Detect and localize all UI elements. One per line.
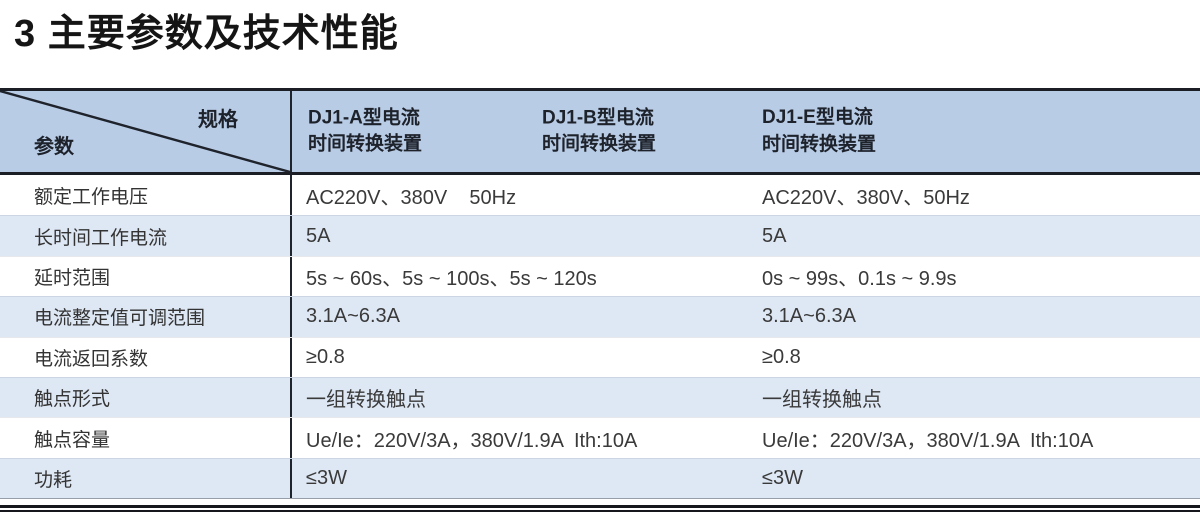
- param-name-cell: 功耗: [34, 469, 73, 491]
- value-cell-model-e: Ue/Ie：220V/3A，380V/1.9A Ith:10A: [762, 429, 1094, 452]
- param-name-cell: 电流整定值可调范围: [34, 308, 206, 330]
- value-cell-model-e: ≥0.8: [762, 345, 801, 368]
- table-row: 电流返回系数 ≥0.8 ≥0.8: [0, 336, 1200, 377]
- table-row: 电流整定值可调范围 3.1A~6.3A 3.1A~6.3A: [0, 296, 1200, 337]
- table-row: 功耗 ≤3W ≤3W: [0, 457, 1200, 499]
- page-title: 3 主要参数及技术性能: [14, 13, 399, 55]
- value-cell-model-e: 5A: [762, 224, 787, 247]
- table-row: 触点容量 Ue/Ie：220V/3A，380V/1.9A Ith:10A Ue/…: [0, 417, 1200, 458]
- header-cell-model-a-b: DJ1-A型电流 时间转换装置 DJ1-B型电流 时间转换装置: [290, 91, 760, 172]
- value-cell-model-e: AC220V、380V、50Hz: [762, 186, 970, 209]
- value-cell-model-a-b: 3.1A~6.3A: [290, 297, 760, 337]
- bottom-rule-thick: [0, 505, 1200, 509]
- value-cell-model-a-b: 5s ~ 60s、5s ~ 100s、5s ~ 120s: [290, 256, 760, 297]
- value-cell-model-a-b: AC220V、380V 50Hz: [290, 175, 760, 216]
- param-name-cell: 长时间工作电流: [34, 227, 168, 249]
- value-cell-model-a-b: Ue/Ie：220V/3A，380V/1.9A Ith:10A: [290, 418, 760, 458]
- table-row: 延时范围 5s ~ 60s、5s ~ 100s、5s ~ 120s 0s ~ 9…: [0, 255, 1200, 297]
- value-cell-model-a-b: ≥0.8: [290, 337, 760, 377]
- diagonal-divider-line: [0, 91, 290, 172]
- value-cell-model-e: ≤3W: [762, 466, 803, 489]
- value-cell-model-a-b: ≤3W: [290, 458, 760, 499]
- table-row: 额定工作电压 AC220V、380V 50Hz AC220V、380V、50Hz: [0, 175, 1200, 216]
- header-cell-model-e: DJ1-E型电流 时间转换装置: [760, 91, 1200, 172]
- column-header-dj1-a: DJ1-A型电流 时间转换装置: [308, 106, 423, 155]
- corner-label-spec: 规格: [198, 109, 238, 131]
- parameters-table: 规格 参数 DJ1-A型电流 时间转换装置 DJ1-B型电流 时间转换装置 DJ1-…: [0, 88, 1200, 513]
- bottom-rule-thin: [0, 510, 1200, 513]
- table-row: 长时间工作电流 5A 5A: [0, 215, 1200, 256]
- table-body: 额定工作电压 AC220V、380V 50Hz AC220V、380V、50Hz…: [0, 175, 1200, 499]
- column-header-dj1-e: DJ1-E型电流 时间转换装置: [762, 106, 877, 155]
- table-bottom-thin-rule: [0, 498, 1200, 500]
- table-row: 触点形式 一组转换触点 一组转换触点: [0, 376, 1200, 418]
- value-cell-model-e: 3.1A~6.3A: [762, 305, 856, 328]
- value-cell-model-a-b: 5A: [290, 216, 760, 256]
- value-cell-model-e: 0s ~ 99s、0.1s ~ 9.9s: [762, 267, 957, 290]
- corner-label-param: 参数: [34, 136, 74, 158]
- header-bottom-rule: [0, 172, 1200, 175]
- param-name-cell: 电流返回系数: [34, 348, 149, 370]
- param-name-cell: 触点容量: [34, 429, 111, 451]
- corner-header-cell: 规格 参数: [0, 91, 290, 172]
- param-name-cell: 额定工作电压: [34, 186, 149, 208]
- value-cell-model-a-b: 一组转换触点: [290, 377, 760, 418]
- value-cell-model-e: 一组转换触点: [762, 389, 882, 412]
- table-top-rule: [0, 88, 1200, 91]
- param-name-cell: 触点形式: [34, 389, 111, 411]
- table-header-row: 规格 参数 DJ1-A型电流 时间转换装置 DJ1-B型电流 时间转换装置 DJ1-…: [0, 91, 1200, 172]
- param-name-cell: 延时范围: [34, 267, 111, 289]
- column-header-dj1-b: DJ1-B型电流 时间转换装置: [542, 106, 657, 155]
- page-bottom-double-rule: [0, 505, 1200, 513]
